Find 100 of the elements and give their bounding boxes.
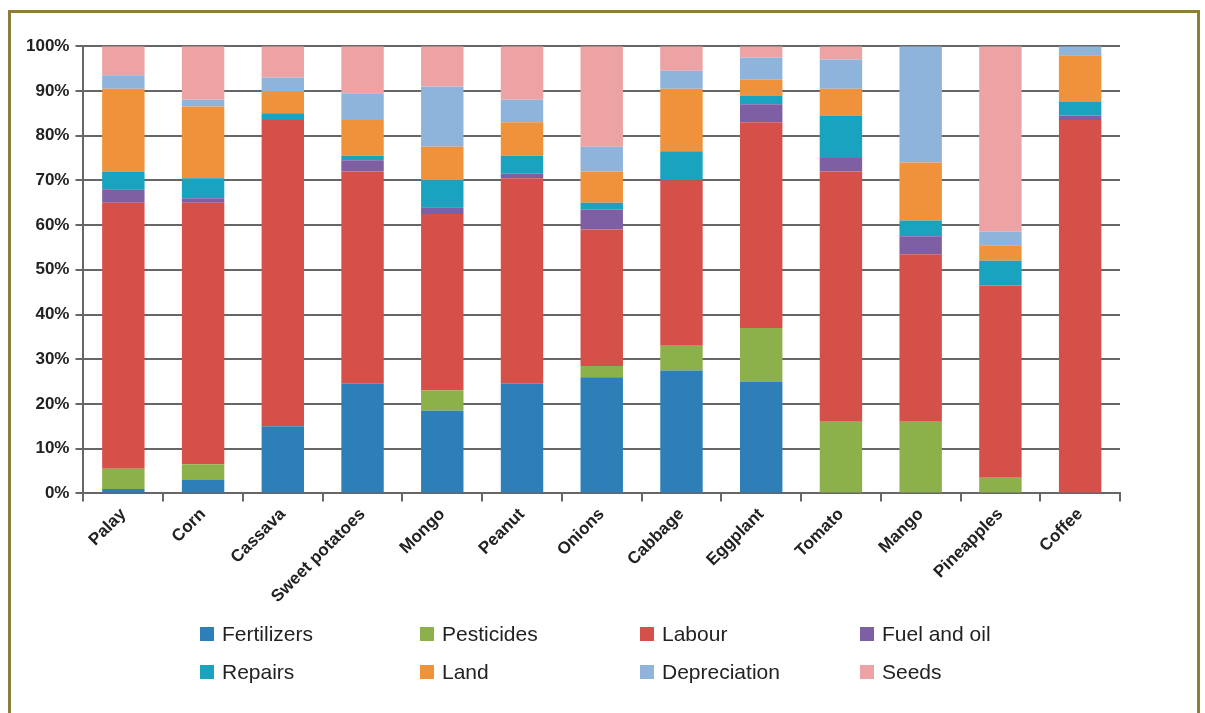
bar: [740, 79, 783, 96]
legend-label: Pesticides: [442, 622, 538, 646]
bar: [740, 122, 783, 328]
legend-label: Depreciation: [662, 660, 780, 684]
bar: [580, 46, 623, 147]
bar: [660, 151, 703, 181]
bar: [500, 383, 544, 493]
bar: [1058, 102, 1102, 116]
bar: [899, 46, 942, 163]
bar: [580, 365, 623, 378]
bar: [181, 106, 225, 179]
bar: [740, 327, 783, 382]
legend-label: Fertilizers: [222, 622, 314, 646]
bar: [819, 421, 863, 493]
bar: [819, 171, 863, 422]
bar: [102, 189, 145, 203]
bar: [261, 77, 305, 91]
legend-label: Fuel and oil: [882, 622, 991, 646]
bar: [740, 381, 783, 493]
bar: [500, 99, 544, 123]
bar: [102, 75, 145, 89]
bar: [899, 254, 942, 422]
bar: [261, 113, 305, 120]
y-tick-label: 50%: [35, 259, 70, 279]
bar: [181, 99, 225, 107]
bar: [979, 477, 1022, 493]
bar: [181, 46, 225, 100]
bar: [580, 229, 623, 366]
legend-label: Labour: [662, 622, 728, 646]
bar: [979, 231, 1022, 246]
bar: [979, 46, 1022, 232]
bar: [341, 93, 384, 120]
bar: [819, 88, 863, 116]
legend-label: Seeds: [882, 660, 942, 684]
bar: [819, 46, 863, 60]
bar: [421, 410, 464, 493]
y-tick-label: 30%: [35, 348, 70, 368]
bar: [181, 202, 225, 465]
bar: [181, 198, 225, 203]
bar: [421, 207, 464, 214]
bar: [341, 155, 384, 161]
bar: [500, 155, 544, 174]
bar: [1058, 55, 1102, 103]
bar: [102, 468, 145, 489]
bar: [341, 160, 384, 172]
bar: [819, 59, 863, 89]
bar: [421, 180, 464, 208]
bar: [102, 46, 145, 76]
bar: [979, 260, 1022, 286]
bar: [421, 146, 464, 181]
bar: [899, 220, 942, 237]
bar: [341, 171, 384, 384]
bar: [740, 57, 783, 80]
bar: [421, 390, 464, 411]
bar: [899, 236, 942, 255]
bar: [1058, 119, 1102, 493]
bar: [341, 46, 384, 94]
y-tick-label: 70%: [35, 170, 70, 190]
bar: [261, 119, 305, 427]
y-tick-label: 40%: [35, 304, 70, 324]
y-tick-label: 90%: [35, 80, 70, 100]
bar: [421, 46, 464, 87]
bar: [261, 46, 305, 78]
bar: [261, 90, 305, 114]
y-tick-label: 10%: [35, 438, 70, 458]
bar: [660, 88, 703, 152]
y-tick-label: 60%: [35, 214, 70, 234]
legend-label: Land: [442, 660, 489, 684]
bar: [979, 245, 1022, 261]
bar: [580, 209, 623, 230]
bar: [899, 421, 942, 493]
bar: [421, 213, 464, 391]
bar: [580, 171, 623, 203]
bar: [421, 86, 464, 147]
bar: [660, 46, 703, 71]
bar: [181, 178, 225, 199]
bar: [181, 479, 225, 493]
bar: [261, 426, 305, 493]
y-tick-label: 0%: [44, 483, 70, 503]
bar: [660, 70, 703, 89]
bar: [341, 119, 384, 156]
bar: [979, 285, 1022, 478]
bar: [500, 122, 544, 156]
bar: [740, 95, 783, 105]
bar: [819, 158, 863, 172]
bar: [740, 104, 783, 123]
y-tick-label: 20%: [35, 393, 70, 413]
bar: [899, 162, 942, 221]
legend-label: Repairs: [222, 660, 295, 684]
bar: [819, 115, 863, 158]
bar: [341, 383, 384, 493]
bar: [660, 370, 703, 493]
bar: [181, 464, 225, 480]
bar: [660, 345, 703, 371]
bar: [102, 88, 145, 172]
y-tick-label: 80%: [35, 125, 70, 145]
bar: [102, 202, 145, 469]
bar: [500, 178, 544, 384]
bar: [580, 146, 623, 172]
bar: [102, 171, 145, 190]
